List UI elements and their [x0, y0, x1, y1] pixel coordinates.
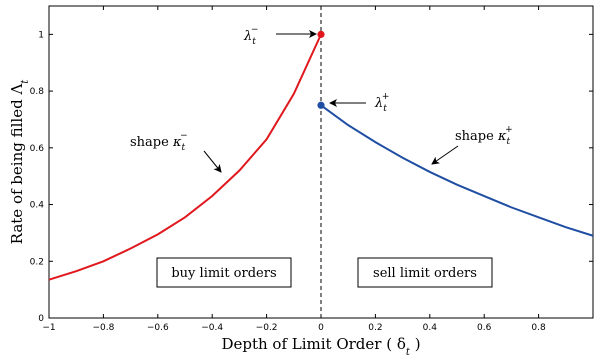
axis-ticks: −1 −0.8 −0.6 −0.4 −0.2 0 0.2 0.4 0.6 0.8 0 0.2 0.4 0.… — [30, 6, 593, 333]
shape-plus-label: shape κt+ — [455, 125, 513, 147]
lambda-plus-point — [317, 101, 325, 109]
x-tick-label: 0.4 — [423, 323, 438, 333]
sell-box-label: sell limit orders — [373, 266, 477, 281]
lambda-plus-label: λt+ — [374, 92, 389, 114]
shape-minus-arrow — [203, 150, 222, 173]
buy-box-label: buy limit orders — [171, 266, 276, 281]
x-axis-label: Depth of Limit Order ( δt ) — [221, 335, 420, 356]
x-tick-label: −0.6 — [147, 323, 169, 333]
lambda-minus-point — [317, 30, 325, 38]
lambda-minus-label: λt− — [243, 25, 258, 47]
y-tick-label: 0.2 — [30, 257, 44, 267]
y-tick-label: 0.4 — [30, 201, 45, 211]
series-layer — [48, 6, 594, 318]
x-tick-label: −0.2 — [256, 323, 278, 333]
x-tick-label: 0.2 — [368, 323, 382, 333]
y-tick-label: 0 — [38, 314, 44, 324]
y-tick-label: 0.8 — [30, 87, 45, 97]
y-tick-label: 1 — [38, 30, 44, 40]
x-tick-label: 0 — [318, 323, 324, 333]
x-tick-label: 0.8 — [531, 323, 546, 333]
buy-box — [156, 257, 292, 288]
shape-plus-arrow — [431, 145, 459, 165]
y-axis-label: Rate of being filled Λt — [8, 79, 31, 245]
y-tick-label: 0.6 — [30, 144, 45, 154]
x-tick-label: −0.8 — [92, 323, 114, 333]
x-tick-label: −1 — [42, 323, 55, 333]
sell-box — [357, 257, 493, 288]
buy-side-curve — [48, 33, 322, 281]
sell-side-curve — [320, 104, 594, 237]
x-tick-label: 0.6 — [477, 323, 492, 333]
shape-minus-label: shape κt− — [130, 131, 188, 153]
x-tick-label: −0.4 — [201, 323, 223, 333]
